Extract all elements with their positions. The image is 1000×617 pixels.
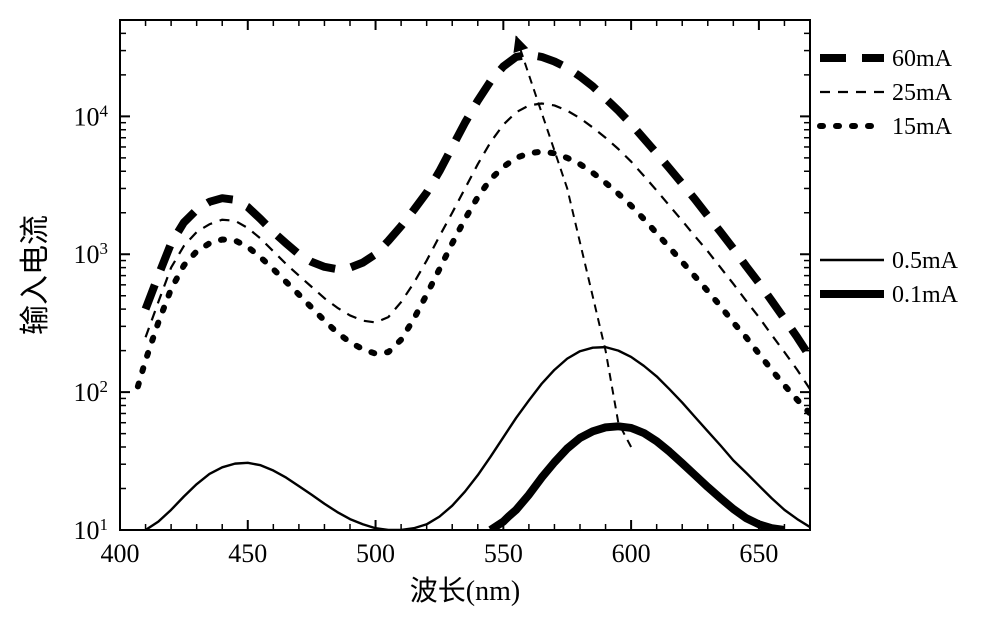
y-axis-label: 输入电流 bbox=[19, 215, 52, 335]
xtick-label: 500 bbox=[356, 539, 395, 568]
chart-svg: 400450500550600650101102103104波长(nm)输入电流… bbox=[0, 0, 1000, 617]
xtick-label: 650 bbox=[739, 539, 778, 568]
x-axis-label: 波长(nm) bbox=[410, 575, 520, 607]
xtick-label: 550 bbox=[484, 539, 523, 568]
ytick-label: 102 bbox=[74, 377, 108, 408]
legend-label-s01: 0.1mA bbox=[892, 282, 959, 308]
legend-label-s15: 15mA bbox=[892, 114, 953, 140]
ytick-label: 104 bbox=[74, 101, 109, 132]
legend-label-s05: 0.5mA bbox=[892, 248, 959, 274]
ytick-label: 103 bbox=[74, 239, 108, 270]
spectral-chart: 400450500550600650101102103104波长(nm)输入电流… bbox=[0, 0, 1000, 617]
legend-label-s60: 60mA bbox=[892, 46, 953, 72]
plot-area bbox=[120, 20, 810, 530]
xtick-label: 400 bbox=[101, 539, 140, 568]
xtick-label: 450 bbox=[228, 539, 267, 568]
xtick-label: 600 bbox=[612, 539, 651, 568]
legend-label-s25: 25mA bbox=[892, 80, 953, 106]
